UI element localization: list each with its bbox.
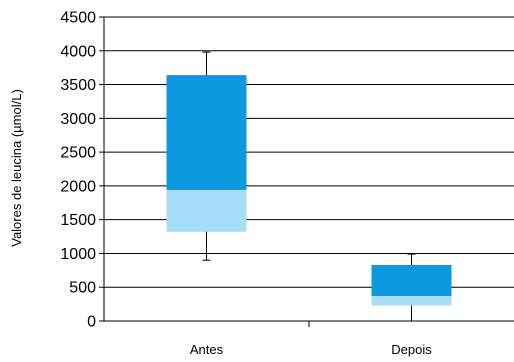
y-axis-title: Valores de leucina (µmol/L)	[9, 89, 24, 247]
x-axis-category-labels: Antes Depois	[190, 342, 432, 357]
y-axis-tick-labels: 0 500 1000 1500 2000 2500 3000 3500 4000 4500	[60, 10, 96, 331]
box-depois	[371, 253, 452, 322]
y-tick-label: 3500	[60, 77, 96, 94]
box-upper-median-q3	[371, 264, 452, 297]
x-category-label: Depois	[391, 342, 432, 357]
y-tick-label: 4000	[60, 43, 96, 60]
y-tick-label: 0	[87, 314, 96, 331]
y-tick-label: 2500	[60, 145, 96, 162]
y-tick-label: 2000	[60, 178, 96, 195]
axes	[99, 16, 514, 327]
boxes	[166, 51, 452, 322]
box-upper-median-q3	[166, 75, 247, 190]
y-tick-label: 3000	[60, 111, 96, 128]
box-lower-q1-median	[166, 189, 247, 232]
y-tick-label: 4500	[60, 10, 96, 27]
box-antes	[166, 51, 247, 261]
y-tick-label: 1500	[60, 212, 96, 229]
box-lower-q1-median	[371, 296, 452, 306]
gridlines	[104, 16, 514, 288]
x-category-label: Antes	[190, 342, 224, 357]
y-tick-label: 1000	[60, 246, 96, 263]
y-tick-label: 500	[69, 280, 96, 297]
